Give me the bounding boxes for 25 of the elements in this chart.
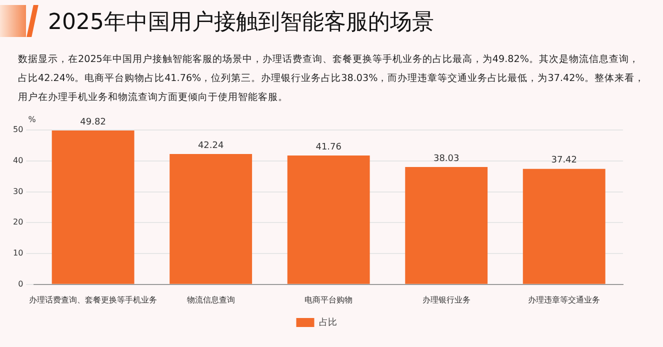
bar bbox=[522, 168, 606, 284]
data-label: 41.76 bbox=[316, 142, 342, 152]
x-tick-label: 电商平台购物 bbox=[304, 295, 353, 304]
bar bbox=[405, 166, 488, 284]
data-label: 42.24 bbox=[198, 140, 224, 151]
y-tick-label: 10 bbox=[12, 248, 24, 258]
bar bbox=[52, 130, 134, 284]
x-tick-label: 办理银行业务 bbox=[422, 295, 470, 304]
x-tick-label: 物流信息查询 bbox=[186, 295, 235, 304]
x-tick-label: 办理话费查询、套餐更换等手机业务 bbox=[29, 295, 158, 304]
y-tick-label: 20 bbox=[12, 218, 24, 227]
legend-label: 占比 bbox=[318, 316, 337, 328]
data-label: 49.82 bbox=[80, 117, 106, 128]
data-label: 38.03 bbox=[433, 154, 460, 164]
bar bbox=[287, 155, 370, 284]
bar bbox=[170, 154, 252, 284]
y-tick-label: 30 bbox=[12, 186, 24, 196]
chart-subtitle: 数据显示，在2025年中国用户接触智能客服的场景中，办理话费查询、套餐更换等手机业务的占比最高，为49.82%。其次是物流信息查询，占比42.24%。电商平台购物占比41.76%，位列第三。办理银行业务占比38.03%，而办理违章等交通业务占比最低，为37.42%。整体来看，用户在办理手机业务和物流查询方面更倾向于使用智能客服。 bbox=[18, 53, 646, 105]
y-tick-label: 50 bbox=[12, 125, 24, 134]
data-label: 37.42 bbox=[551, 156, 577, 166]
y-tick-label: 40 bbox=[12, 156, 24, 165]
y-axis-title: % bbox=[28, 115, 36, 124]
chart-title: 2025年中国用户接触到智能客服的场景 bbox=[48, 9, 434, 37]
x-tick-label: 办理违章等交通业务 bbox=[528, 295, 600, 304]
y-tick-label: 0 bbox=[18, 279, 24, 288]
